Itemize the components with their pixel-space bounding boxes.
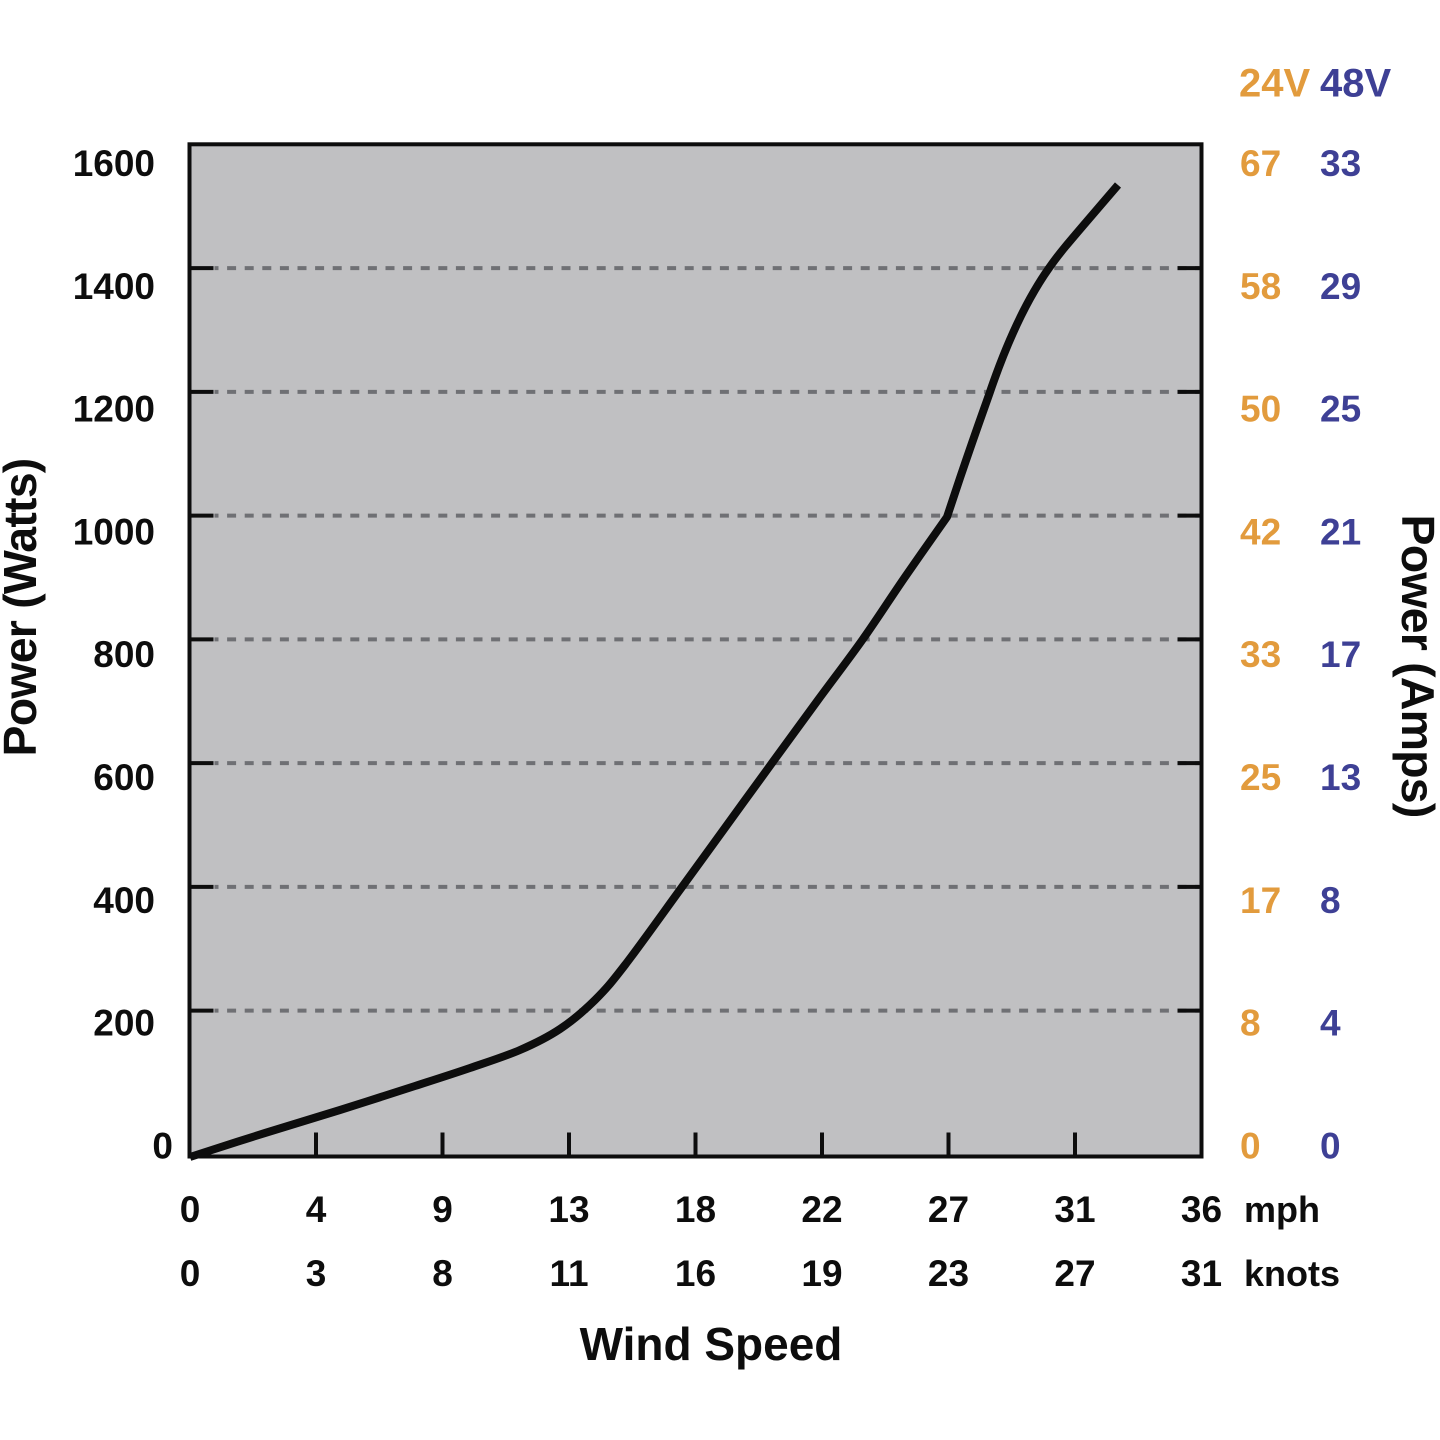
svg-text:13: 13 [548, 1189, 589, 1230]
svg-text:48V: 48V [1320, 62, 1391, 106]
svg-text:8: 8 [1240, 1003, 1261, 1044]
svg-text:25: 25 [1320, 389, 1361, 430]
svg-text:200: 200 [93, 1003, 155, 1044]
svg-text:400: 400 [93, 880, 155, 921]
svg-text:Power (Amps): Power (Amps) [1392, 514, 1440, 817]
svg-text:58: 58 [1240, 266, 1281, 307]
svg-text:4: 4 [306, 1189, 327, 1230]
svg-text:18: 18 [675, 1189, 716, 1230]
svg-text:67: 67 [1240, 143, 1281, 184]
svg-text:29: 29 [1320, 266, 1361, 307]
svg-text:22: 22 [801, 1189, 842, 1230]
svg-text:50: 50 [1240, 389, 1281, 430]
svg-text:11: 11 [549, 1253, 588, 1294]
svg-text:25: 25 [1240, 757, 1281, 798]
svg-text:Power (Watts): Power (Watts) [0, 459, 46, 757]
svg-text:0: 0 [180, 1189, 201, 1230]
svg-text:0: 0 [180, 1253, 201, 1294]
svg-text:33: 33 [1320, 143, 1361, 184]
svg-text:31: 31 [1054, 1189, 1095, 1230]
svg-text:1200: 1200 [73, 389, 155, 430]
svg-text:24V: 24V [1239, 62, 1310, 106]
svg-text:Wind Speed: Wind Speed [580, 1318, 843, 1370]
svg-text:31: 31 [1181, 1253, 1222, 1294]
svg-text:0: 0 [1240, 1125, 1261, 1166]
svg-text:27: 27 [1054, 1253, 1095, 1294]
svg-text:42: 42 [1240, 511, 1281, 552]
svg-text:13: 13 [1320, 757, 1361, 798]
svg-text:1000: 1000 [73, 511, 155, 552]
svg-text:9: 9 [432, 1189, 453, 1230]
svg-text:36: 36 [1181, 1189, 1222, 1230]
svg-text:3: 3 [306, 1253, 327, 1294]
svg-text:knots: knots [1244, 1253, 1340, 1294]
svg-text:17: 17 [1240, 880, 1281, 921]
svg-text:23: 23 [928, 1253, 969, 1294]
svg-text:8: 8 [1320, 880, 1341, 921]
svg-text:21: 21 [1320, 511, 1361, 552]
svg-text:0: 0 [1320, 1125, 1341, 1166]
svg-text:4: 4 [1320, 1003, 1341, 1044]
svg-text:33: 33 [1240, 634, 1281, 675]
svg-text:27: 27 [928, 1189, 969, 1230]
svg-text:16: 16 [675, 1253, 716, 1294]
svg-text:8: 8 [432, 1253, 453, 1294]
svg-text:600: 600 [93, 757, 155, 798]
svg-text:1600: 1600 [73, 143, 155, 184]
svg-text:800: 800 [93, 634, 155, 675]
svg-text:mph: mph [1244, 1189, 1320, 1230]
svg-text:0: 0 [152, 1125, 173, 1166]
svg-text:19: 19 [801, 1253, 842, 1294]
svg-text:1400: 1400 [73, 266, 155, 307]
svg-text:17: 17 [1320, 634, 1361, 675]
